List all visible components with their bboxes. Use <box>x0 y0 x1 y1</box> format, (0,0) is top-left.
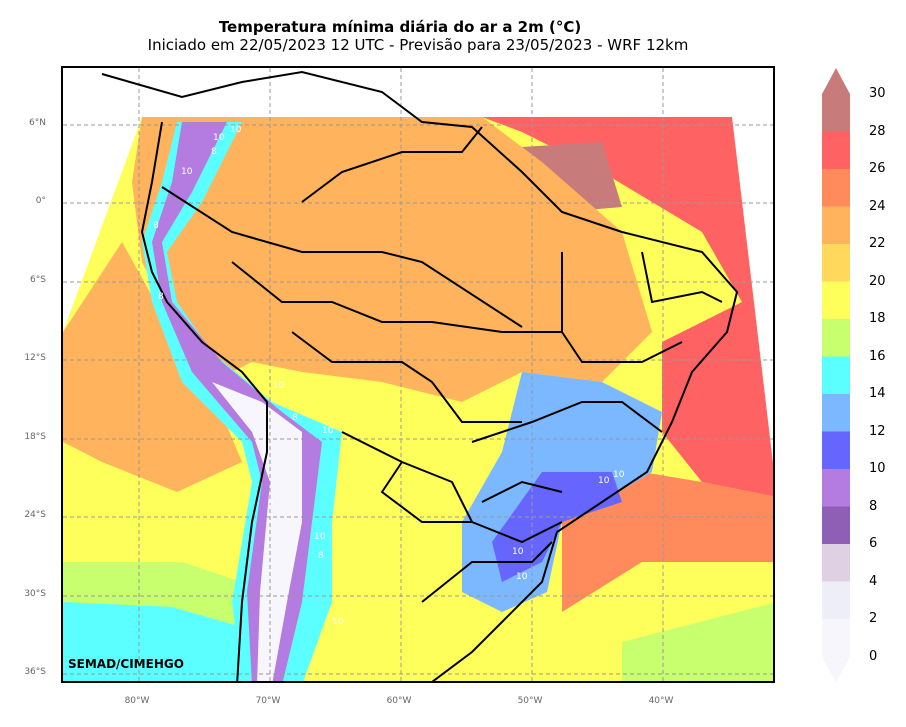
colorbar-segment <box>822 281 850 319</box>
contour-label: 10 <box>273 381 285 391</box>
contour-label: 10 <box>613 470 625 480</box>
colorbar-tick-label: 26 <box>869 161 886 176</box>
colorbar-tick-label: 8 <box>869 498 878 514</box>
colorbar-tick-label: 20 <box>869 273 886 289</box>
colorbar-tick-label: 12 <box>869 423 886 439</box>
contour-label: 10 <box>322 426 334 436</box>
lat-tick-6n: 6°N <box>29 118 46 128</box>
contour-label: 8 <box>268 499 274 509</box>
contour-label: 8 <box>158 292 164 302</box>
lat-tick-24s: 24°S <box>24 510 46 520</box>
colorbar-segment <box>822 131 850 169</box>
field-orange-atlantic <box>562 472 773 612</box>
contour-label: 10 <box>598 476 610 486</box>
lat-tick-36s: 36°S <box>24 667 46 677</box>
map-title: Temperatura mínima diária do ar a 2m (°C… <box>218 18 582 36</box>
colorbar <box>822 68 850 683</box>
colorbar-tick-label: 10 <box>869 461 886 476</box>
borders <box>101 70 739 681</box>
colorbar-extend-top <box>822 68 850 94</box>
colorbar-segment <box>822 356 850 394</box>
map-subtitle: Iniciado em 22/05/2023 12 UTC - Previsão… <box>147 36 689 54</box>
colorbar-tick-label: 14 <box>869 386 886 401</box>
temperature-map: 10 10 8 10 8 8 10 8 10 8 10 10 10 10 10 … <box>63 68 773 681</box>
colorbar-tick-label: 16 <box>869 348 886 364</box>
map-panel: 10 10 8 10 8 8 10 8 10 8 10 10 10 10 10 … <box>61 66 775 683</box>
colorbar-tick-label: 24 <box>869 198 886 214</box>
colorbar-segment <box>822 394 850 432</box>
colorbar-segment <box>822 431 850 469</box>
lon-tick-70w: 70°W <box>255 696 281 706</box>
colorbar-segment <box>822 206 850 244</box>
lat-tick-0: 0° <box>35 196 46 206</box>
lat-tick-30s: 30°S <box>24 589 46 599</box>
colorbar-segment <box>822 581 850 619</box>
contour-label: 10 <box>512 547 524 557</box>
contour-label: 10 <box>181 167 193 177</box>
colorbar-segment <box>822 244 850 282</box>
colorbar-segment <box>822 94 850 132</box>
colorbar-segment <box>822 506 850 544</box>
colorbar-segment <box>822 169 850 207</box>
colorbar-tick-label: 2 <box>869 611 878 626</box>
contour-label: 10 <box>213 133 225 143</box>
colorbar-extend-bottom <box>822 656 850 683</box>
field-blue-se-brazil <box>492 472 622 582</box>
colorbar-segment <box>822 544 850 582</box>
field-green-se <box>622 603 773 681</box>
colorbar-tick-label: 4 <box>869 573 878 589</box>
contour-labels: 10 10 8 10 8 8 10 8 10 8 10 10 10 10 10 … <box>153 125 625 627</box>
credit-label: SEMAD/CIMEHGO <box>68 657 184 671</box>
colorbar-segment <box>822 319 850 357</box>
colorbar-tick-label: 22 <box>869 236 886 251</box>
colorbar-segment <box>822 469 850 507</box>
contour-label: 10 <box>230 125 242 135</box>
colorbar-tick-label: 6 <box>869 536 878 551</box>
field-warm-ocean <box>482 117 773 497</box>
lon-tick-80w: 80°W <box>124 696 150 706</box>
contour-label: 8 <box>292 413 298 423</box>
field-hot-ocean <box>522 142 622 212</box>
lon-tick-60w: 60°W <box>386 696 412 706</box>
field-orange-pacific <box>63 242 242 492</box>
lat-tick-12s: 12°S <box>24 353 46 363</box>
colorbar-tick-label: 18 <box>869 311 886 326</box>
contour-label: 8 <box>318 551 324 561</box>
graticule <box>63 68 773 681</box>
lon-tick-50w: 50°W <box>517 696 543 706</box>
lat-tick-6s: 6°S <box>30 275 46 285</box>
contour-label: 10 <box>332 617 344 627</box>
lat-tick-18s: 18°S <box>24 432 46 442</box>
contour-label: 8 <box>153 221 159 231</box>
field-cyan-south <box>63 602 261 681</box>
lon-tick-40w: 40°W <box>648 696 674 706</box>
field-orange-north <box>132 117 652 402</box>
colorbar-tick-label: 0 <box>869 648 878 664</box>
contour-label: 10 <box>314 532 326 542</box>
contour-label: 10 <box>516 572 528 582</box>
colorbar-tick-label: 28 <box>869 123 886 139</box>
colorbar-tick-label: 30 <box>869 86 886 101</box>
colorbar-segment <box>822 619 850 657</box>
contour-label: 8 <box>211 147 217 157</box>
field-andes-white <box>212 382 302 681</box>
